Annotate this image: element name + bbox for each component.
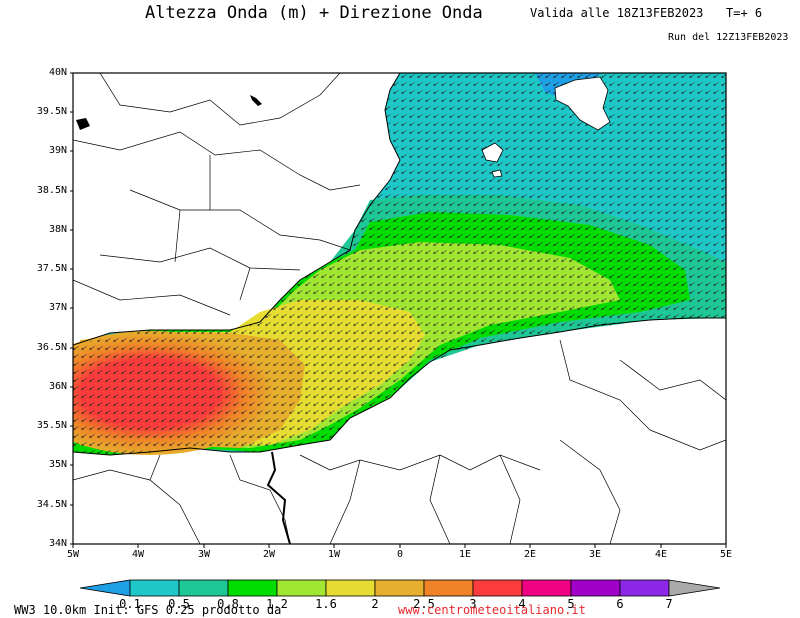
lon-label: 0 bbox=[396, 549, 404, 560]
model-credit: WW3 10.0km Init: GFS 0.25 prodotto da bbox=[14, 603, 282, 617]
site-link[interactable]: www.centrometeoitaliano.it bbox=[398, 603, 586, 617]
forecast-step: T=+ 6 bbox=[726, 6, 763, 20]
lon-label: 1E bbox=[458, 549, 472, 560]
lat-label: 39N bbox=[48, 145, 67, 156]
colorbar-label: 1.6 bbox=[315, 597, 337, 611]
lon-label: 5W bbox=[66, 549, 80, 560]
lat-label: 37N bbox=[48, 302, 67, 313]
colorbar-label: 0.1 bbox=[119, 597, 141, 611]
colorbar-label: 2 bbox=[371, 597, 379, 611]
map-title: Altezza Onda (m) + Direzione Onda bbox=[145, 3, 483, 23]
colorbar-label: 2.5 bbox=[413, 597, 435, 611]
lat-label: 36N bbox=[48, 381, 67, 392]
lake bbox=[250, 95, 262, 106]
lat-label: 35.5N bbox=[36, 420, 67, 431]
wave-direction-arrows bbox=[73, 73, 726, 455]
mallorca-island bbox=[554, 76, 611, 131]
formentera-island bbox=[491, 169, 503, 178]
colorbar-bin bbox=[178, 579, 229, 597]
ibiza-island bbox=[481, 142, 504, 163]
country-border bbox=[266, 451, 291, 544]
land-borders bbox=[73, 73, 726, 544]
colorbar-label: 3 bbox=[469, 597, 477, 611]
lake bbox=[76, 118, 90, 130]
lat-label: 38N bbox=[48, 224, 67, 235]
lat-label: 34.5N bbox=[36, 499, 67, 510]
valid-time: Valida alle 18Z13FEB2023 bbox=[530, 6, 704, 20]
colorbar-label: 0.8 bbox=[217, 597, 239, 611]
colorbar-label: 7 bbox=[665, 597, 673, 611]
colorbar-bin bbox=[570, 579, 621, 597]
colorbar-bin bbox=[619, 579, 670, 597]
colorbar-max-arrow bbox=[668, 579, 721, 597]
colorbar-label: 5 bbox=[567, 597, 575, 611]
colorbar-label: 4 bbox=[518, 597, 526, 611]
lat-label: 36.5N bbox=[36, 342, 67, 353]
colorbar-min-arrow bbox=[79, 579, 131, 597]
colorbar-bin bbox=[521, 579, 572, 597]
lon-label: 4E bbox=[654, 549, 668, 560]
lon-label: 2W bbox=[262, 549, 276, 560]
lat-label: 38.5N bbox=[36, 185, 67, 196]
colorbar-bin bbox=[325, 579, 376, 597]
lon-label: 5E bbox=[719, 549, 733, 560]
colorbar bbox=[79, 579, 721, 597]
lon-label: 4W bbox=[131, 549, 145, 560]
lat-label: 35N bbox=[48, 459, 67, 470]
colorbar-bin bbox=[423, 579, 474, 597]
colorbar-bin bbox=[276, 579, 327, 597]
colorbar-label: 6 bbox=[616, 597, 624, 611]
lat-label: 39.5N bbox=[36, 106, 67, 117]
lat-label: 37.5N bbox=[36, 263, 67, 274]
lat-ticks bbox=[70, 72, 73, 545]
coastline bbox=[73, 73, 726, 456]
lon-ticks bbox=[72, 544, 727, 548]
colorbar-bin bbox=[374, 579, 425, 597]
colorbar-bin bbox=[129, 579, 180, 597]
colorbar-bin bbox=[472, 579, 523, 597]
lat-label: 40N bbox=[48, 67, 67, 78]
colorbar-label: 1.2 bbox=[266, 597, 288, 611]
lat-label: 34N bbox=[48, 538, 67, 549]
colorbar-label: 0.5 bbox=[168, 597, 190, 611]
lon-label: 3W bbox=[197, 549, 211, 560]
lon-label: 1W bbox=[327, 549, 341, 560]
lon-label: 2E bbox=[523, 549, 537, 560]
wave-field bbox=[73, 73, 726, 544]
run-time: Run del 12Z13FEB2023 bbox=[668, 32, 789, 43]
lon-label: 3E bbox=[588, 549, 602, 560]
colorbar-bin bbox=[227, 579, 278, 597]
